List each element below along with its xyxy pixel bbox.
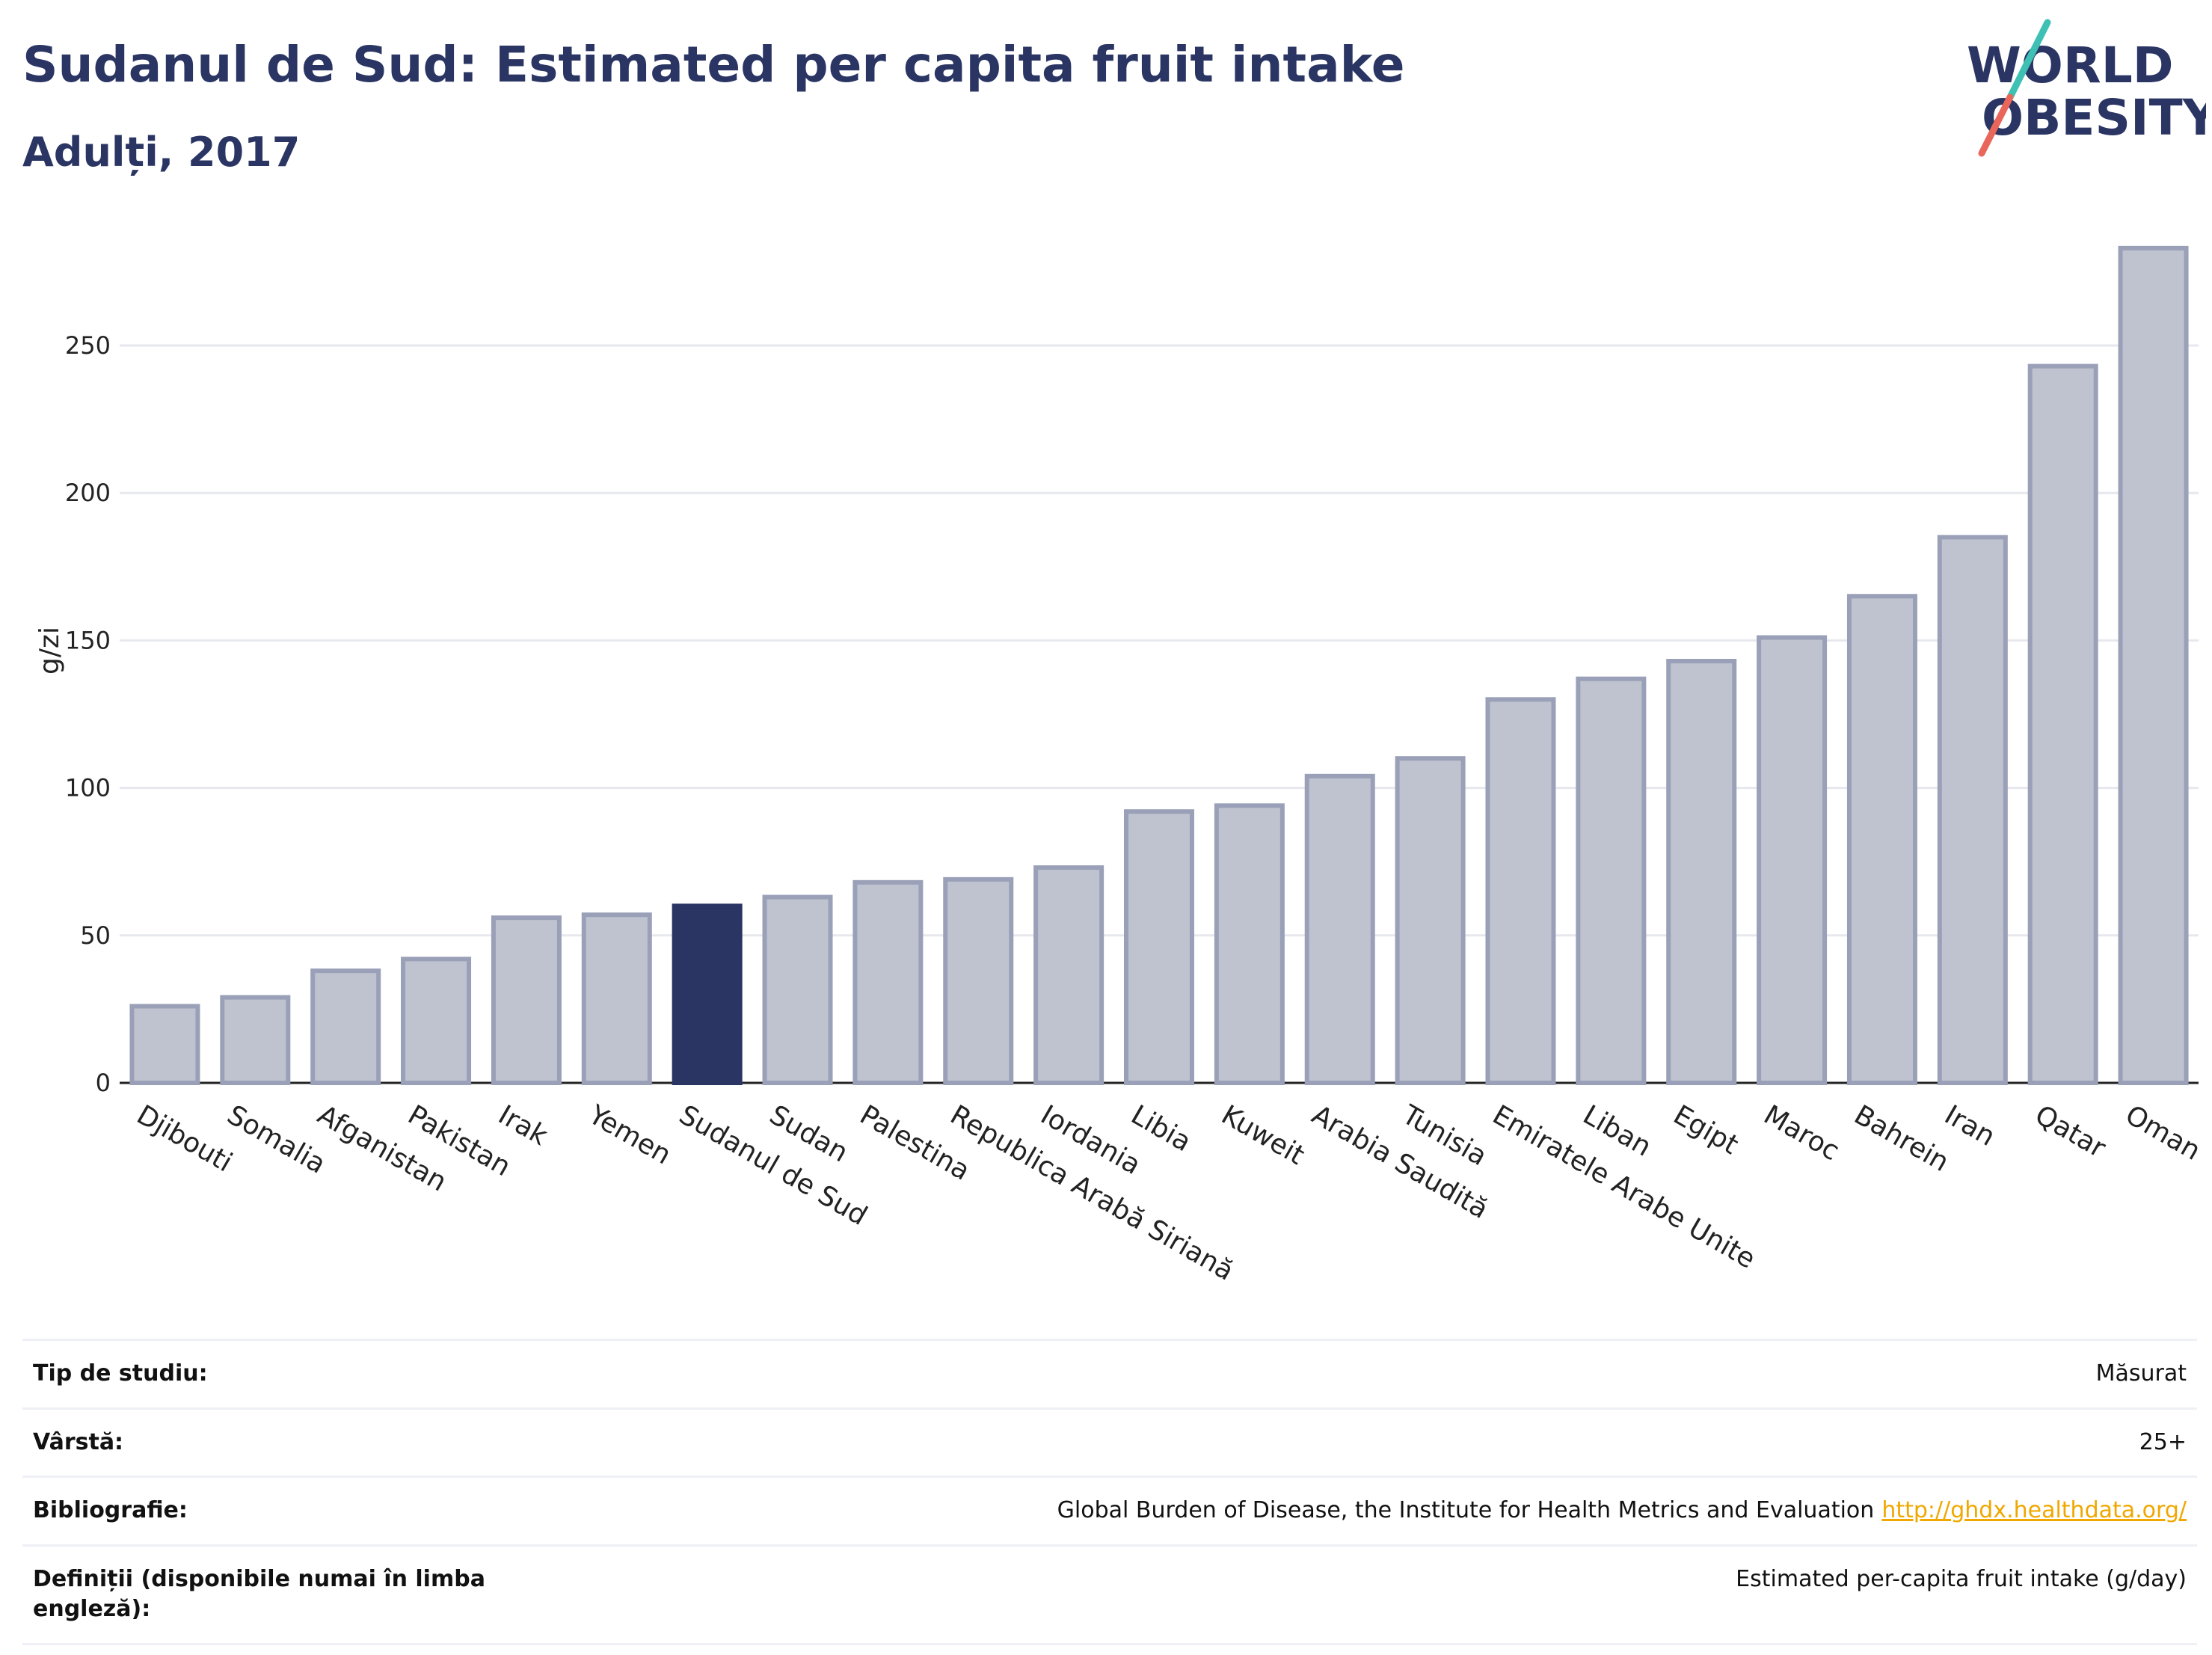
bar [1124,809,1194,1085]
x-tick-label: Egipt [1668,1099,1744,1161]
bar-chart: 0 50 100 150 200 250 DjiboutiSomaliaAfganista… [34,245,2205,1287]
bar [943,876,1014,1085]
bar [1304,773,1375,1085]
meta-value: Estimated per-capita fruit intake (g/day… [1736,1565,2187,1592]
meta-value: Măsurat [2095,1360,2187,1387]
x-tick-label: Maroc [1759,1099,1845,1167]
bibliography-link[interactable]: http://ghdx.healthdata.org/ [1881,1497,2187,1523]
y-tick-label: 200 [65,479,111,507]
meta-row-bibliography: Bibliografie: Global Burden of Disease, … [22,1476,2197,1544]
x-tick-label: Oman [2120,1099,2205,1167]
meta-label: Bibliografie: [33,1497,188,1523]
y-tick-label: 0 [96,1069,111,1097]
meta-value-group: Global Burden of Disease, the Institute … [1057,1496,2187,1526]
x-tick-label: Irak [493,1099,553,1152]
page-title: Sudanul de Sud: Estimated per capita fru… [22,36,1405,93]
y-axis-label: g/zi [34,627,65,675]
y-tick-label: 50 [80,921,111,950]
logo-line2: OBESITY [1982,89,2206,147]
bar [1395,756,1466,1085]
bar [1485,697,1556,1085]
meta-value: 25+ [2139,1428,2187,1455]
bar [491,915,562,1085]
bar [1757,635,1828,1085]
bar [129,1004,200,1086]
meta-label: Vârstă: [33,1428,124,1455]
x-tick-label: Somalia [222,1099,331,1180]
bar [762,894,833,1085]
metadata-table: Tip de studiu: Măsurat Vârstă: 25+ Bibli… [22,1339,2197,1645]
bar-highlight [672,903,743,1085]
y-tick-label: 150 [65,626,111,654]
x-tick-label: Yemen [583,1099,676,1171]
bar [310,968,381,1086]
x-tick-label: Djibouti [132,1099,237,1178]
x-tick-label: Qatar [2030,1099,2110,1164]
meta-row-study-type: Tip de studiu: Măsurat [22,1339,2197,1407]
bar [1846,594,1917,1085]
meta-label: Definiții (disponibile numai în limba en… [33,1565,485,1623]
page-subtitle: Adulți, 2017 [22,129,301,176]
bar [1033,865,1105,1085]
y-tick-label: 100 [65,774,111,802]
bars-layer [129,245,2189,1086]
bar [401,957,472,1086]
x-tick-label: Kuweit [1216,1099,1309,1171]
bar [220,995,291,1086]
x-tick-label: Iran [1939,1099,2000,1152]
bar [2118,245,2189,1085]
bar [1214,803,1285,1086]
meta-row-definitions: Definiții (disponibile numai în limba en… [22,1544,2197,1645]
y-tick-label: 250 [65,331,111,360]
logo-line1: WORLD [1967,37,2174,94]
x-tick-label: Bahrein [1849,1099,1953,1178]
meta-value: Global Burden of Disease, the Institute … [1057,1497,1875,1523]
world-obesity-logo: WORLD OBESITY [1967,19,2206,157]
bar [1576,676,1647,1085]
meta-row-age: Vârstă: 25+ [22,1407,2197,1476]
bar [581,912,652,1086]
bar [2027,363,2098,1086]
bar [1666,659,1737,1085]
bar [1937,535,2008,1085]
meta-label: Tip de studiu: [33,1360,208,1387]
bar [852,879,924,1085]
